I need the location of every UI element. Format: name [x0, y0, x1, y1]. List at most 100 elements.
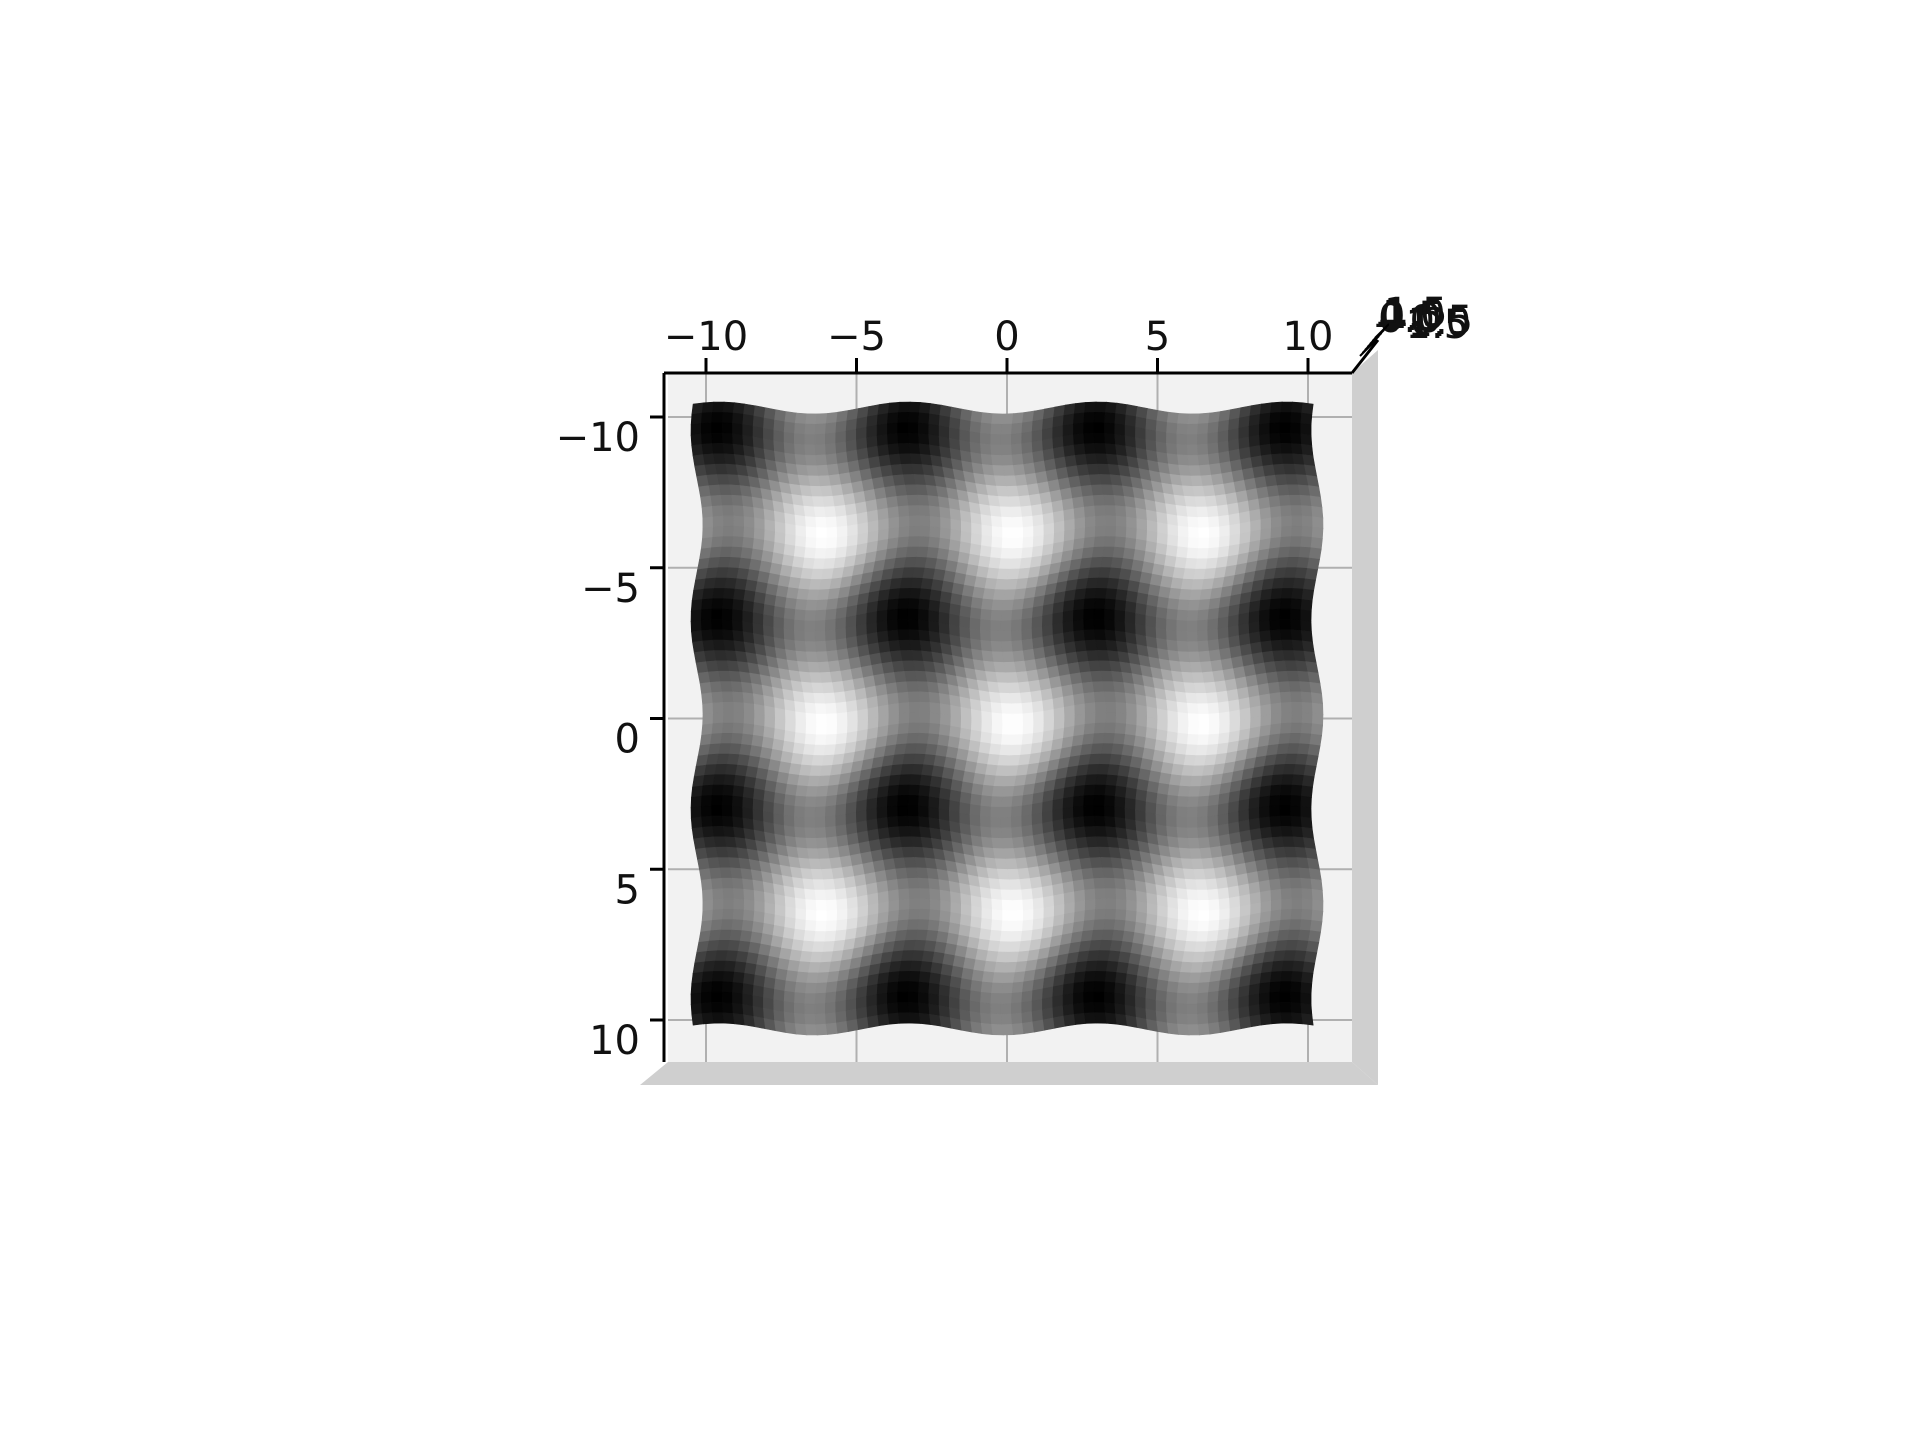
- surface-cell: [1095, 515, 1107, 527]
- surface-cell: [980, 731, 993, 745]
- surface-cell: [1280, 588, 1294, 600]
- surface-cell: [824, 618, 837, 632]
- surface-cell: [928, 434, 941, 447]
- surface-cell: [1279, 619, 1292, 631]
- surface-cell: [1093, 432, 1106, 444]
- surface-cell: [722, 401, 735, 414]
- surface-cell: [835, 732, 848, 745]
- surface-cell: [805, 899, 817, 912]
- surface-cell: [910, 577, 924, 590]
- surface-cell: [1125, 1014, 1138, 1028]
- surface-cell: [701, 432, 713, 445]
- surface-cell: [918, 443, 932, 456]
- surface-cell: [1062, 817, 1075, 830]
- surface-cell: [1187, 723, 1200, 736]
- surface-cell: [783, 730, 796, 744]
- surface-cell: [1073, 412, 1085, 425]
- surface-cell: [1269, 692, 1282, 705]
- surface-cell: [1105, 888, 1117, 900]
- surface-cell: [990, 1003, 1002, 1015]
- surface-cell: [1125, 889, 1138, 902]
- surface-cell: [1093, 805, 1105, 817]
- surface-cell: [888, 526, 900, 540]
- surface-cell: [804, 827, 817, 839]
- surface-cell: [1207, 421, 1220, 435]
- surface-cell: [1062, 610, 1074, 623]
- surface-cell: [908, 701, 921, 714]
- surface-cell: [1188, 909, 1200, 922]
- surface-cell: [1074, 703, 1086, 717]
- surface-cell: [1195, 879, 1208, 891]
- surface-cell: [1310, 537, 1323, 550]
- surface-cell: [1309, 681, 1323, 695]
- surface-cell: [1091, 867, 1105, 879]
- surface-cell: [702, 826, 715, 838]
- surface-cell: [1218, 450, 1231, 464]
- surface-cell: [1290, 629, 1303, 642]
- surface-cell: [795, 837, 808, 849]
- surface-cell: [1270, 588, 1284, 600]
- surface-cell: [1012, 464, 1026, 477]
- surface-cell: [1082, 919, 1096, 932]
- surface-cell: [1125, 787, 1138, 801]
- surface-cell: [919, 701, 931, 714]
- surface-cell: [897, 722, 910, 735]
- surface-cell: [991, 526, 1003, 539]
- surface-cell: [1250, 455, 1264, 469]
- surface-cell: [1279, 991, 1291, 1003]
- surface-cell: [712, 443, 725, 455]
- surface-cell: [928, 909, 941, 922]
- surface-cell: [1208, 516, 1220, 528]
- surface-cell: [833, 877, 847, 890]
- surface-cell: [1010, 547, 1024, 560]
- surface-cell: [1208, 712, 1221, 725]
- surface-cell: [898, 1012, 911, 1024]
- surface-cell: [732, 423, 744, 436]
- surface-cell: [1304, 847, 1318, 860]
- surface-cell: [1186, 806, 1199, 818]
- surface-cell: [1062, 993, 1074, 1006]
- surface-cell: [1197, 981, 1211, 994]
- surface-cell: [905, 867, 919, 879]
- surface-cell: [774, 409, 787, 423]
- surface-cell: [876, 609, 888, 623]
- surface-cell: [795, 971, 809, 984]
- surface-cell: [969, 990, 982, 1003]
- surface-cell: [711, 619, 723, 631]
- surface-cell: [845, 699, 858, 713]
- surface-cell: [774, 978, 787, 992]
- surface-cell: [981, 836, 994, 849]
- surface-cell: [792, 742, 806, 755]
- surface-cell: [1279, 722, 1293, 735]
- surface-cell: [750, 931, 763, 945]
- surface-cell: [794, 795, 807, 808]
- surface-cell: [1105, 774, 1119, 787]
- surface-cell: [805, 1024, 818, 1036]
- surface-cell: [1215, 877, 1229, 890]
- surface-cell: [877, 972, 890, 985]
- surface-cell: [1166, 618, 1178, 632]
- surface-cell: [783, 431, 795, 445]
- surface-cell: [1113, 919, 1127, 932]
- surface-cell: [1208, 909, 1221, 922]
- surface-cell: [713, 453, 727, 465]
- surface-cell: [836, 525, 848, 538]
- surface-cell: [896, 733, 909, 746]
- surface-cell: [927, 495, 941, 508]
- surface-cell: [1115, 505, 1127, 518]
- surface-cell: [1281, 774, 1294, 786]
- surface-cell: [1032, 710, 1045, 724]
- surface-cell: [721, 536, 734, 548]
- surface-cell: [743, 972, 756, 986]
- surface-cell: [711, 412, 724, 424]
- surface-cell: [1308, 868, 1322, 881]
- surface-cell: [990, 827, 1003, 839]
- surface-cell: [919, 888, 931, 900]
- surface-cell: [784, 1021, 797, 1035]
- surface-cell: [836, 536, 848, 549]
- surface-cell: [1000, 816, 1012, 829]
- surface-cell: [1020, 505, 1034, 518]
- surface-cell: [701, 1012, 715, 1025]
- surface-cell: [1260, 517, 1272, 531]
- surface-cell: [814, 630, 827, 643]
